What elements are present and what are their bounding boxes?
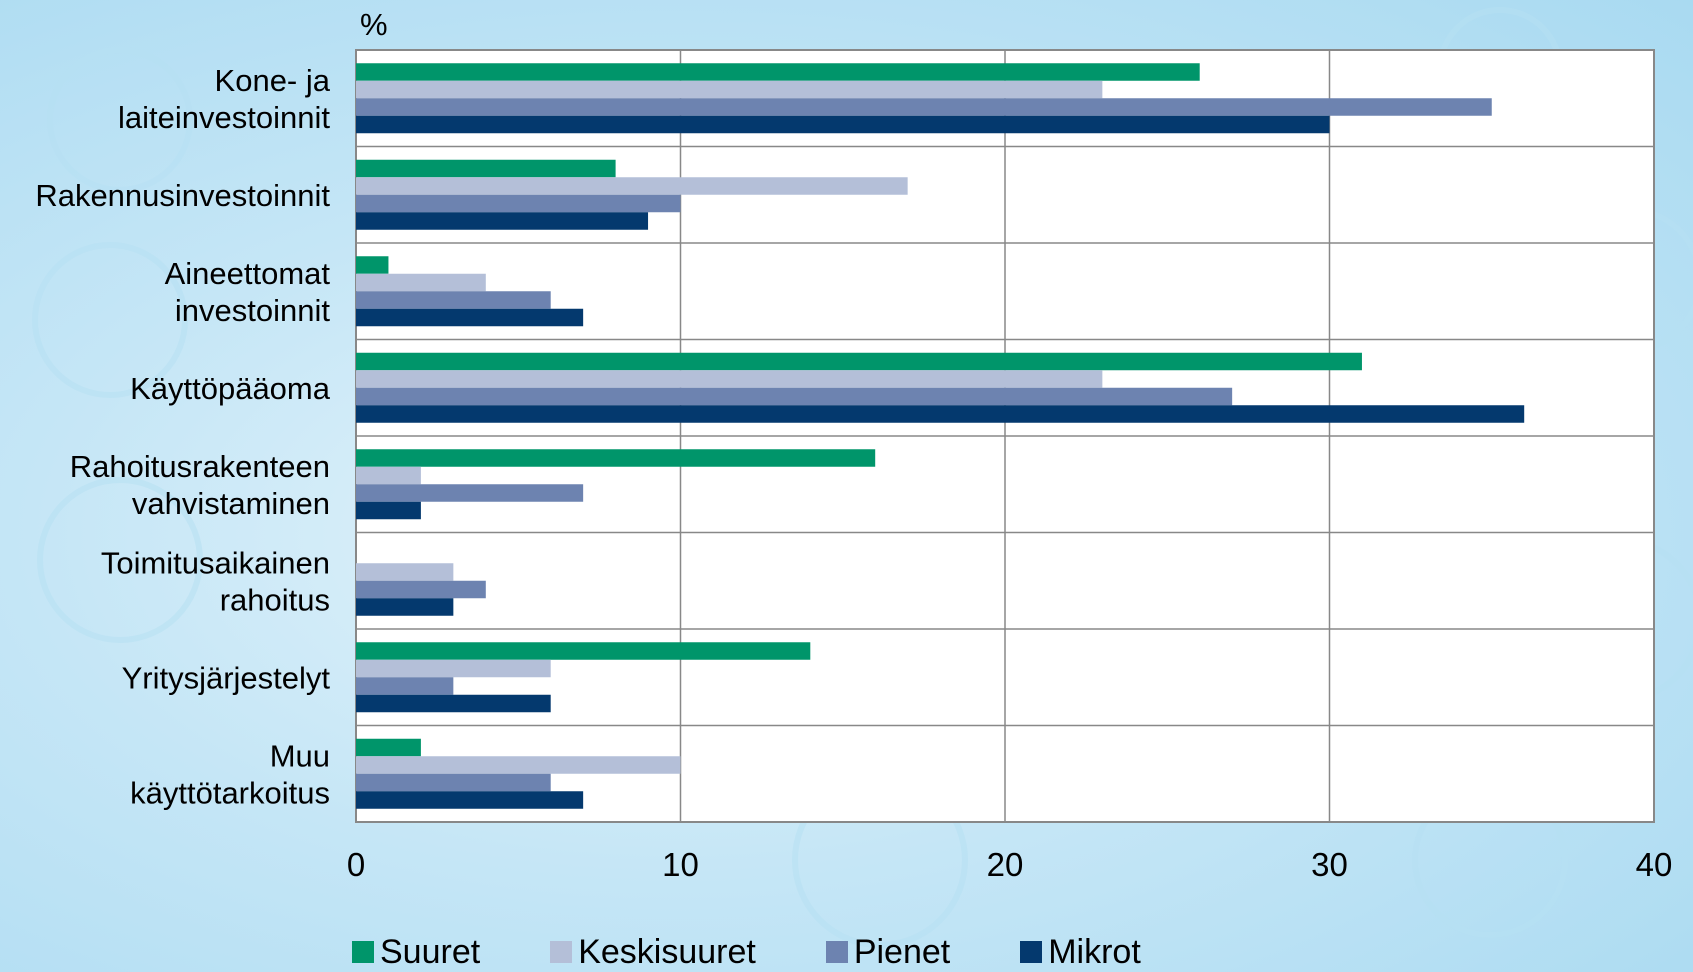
bar-pienet-1 (356, 194, 681, 213)
tick-label-3: 30 (1311, 846, 1348, 883)
bar-suuret-0 (356, 63, 1200, 81)
bar-mikrot-7 (356, 791, 584, 809)
legend-item-suuret: Suuret (352, 933, 480, 971)
legend-label-pienet: Pienet (853, 933, 951, 971)
category-label-2-1: investoinnit (175, 293, 330, 328)
legend: Suuret Keskisuuret Pienet Mikrot (352, 933, 1141, 971)
legend-label-mikrot: Mikrot (1048, 933, 1141, 971)
bar-suuret-4 (356, 449, 876, 467)
tick-label-0: 0 (347, 846, 365, 883)
bar-mikrot-6 (356, 694, 551, 713)
bar-mikrot-0 (356, 115, 1330, 134)
bar-keskisuuret-6 (356, 659, 551, 678)
legend-item-pienet: Pienet (825, 933, 951, 971)
bar-suuret-1 (356, 159, 616, 178)
x-axis-ticks: 0 10 20 30 40 (347, 846, 1673, 883)
bar-mikrot-3 (356, 405, 1525, 423)
category-label-4-1: vahvistaminen (132, 486, 330, 521)
bar-suuret-7 (356, 738, 421, 757)
category-label-5-0: Toimitusaikainen (101, 545, 330, 580)
category-label-0-0: Kone- ja (215, 63, 331, 98)
bar-mikrot-2 (356, 308, 584, 327)
category-label-1-0: Rakennusinvestoinnit (35, 178, 330, 213)
bars (356, 63, 1525, 809)
bar-mikrot-5 (356, 598, 454, 616)
category-label-3-0: Käyttöpääoma (130, 371, 331, 406)
legend-label-keskisuuret: Keskisuuret (578, 933, 756, 971)
bar-suuret-3 (356, 352, 1362, 371)
bar-pienet-6 (356, 677, 454, 695)
bar-pienet-2 (356, 291, 551, 309)
category-label-7-1: käyttötarkoitus (130, 775, 330, 810)
category-label-6-0: Yritysjärjestelyt (122, 660, 331, 695)
tick-label-1: 10 (662, 846, 699, 883)
category-label-0-1: laiteinvestoinnit (118, 100, 330, 135)
bar-pienet-5 (356, 580, 486, 599)
legend-item-mikrot: Mikrot (1020, 933, 1141, 971)
bar-mikrot-1 (356, 212, 649, 230)
bar-keskisuuret-5 (356, 563, 454, 581)
grid (356, 50, 1654, 822)
bar-keskisuuret-2 (356, 273, 486, 292)
legend-swatch-suuret (352, 941, 374, 963)
category-label-5-1: rahoitus (220, 582, 330, 617)
legend-swatch-mikrot (1020, 941, 1043, 963)
legend-item-keskisuuret: Keskisuuret (550, 933, 756, 971)
bar-keskisuuret-4 (356, 466, 421, 485)
bar-keskisuuret-1 (356, 177, 908, 195)
bar-pienet-0 (356, 98, 1492, 116)
bar-pienet-4 (356, 484, 584, 502)
bar-keskisuuret-0 (356, 80, 1103, 99)
tick-label-4: 40 (1636, 846, 1673, 883)
bar-pienet-7 (356, 773, 551, 792)
category-label-4-0: Rahoitusrakenteen (70, 449, 330, 484)
bar-keskisuuret-7 (356, 756, 681, 774)
unit-label: % (360, 7, 388, 42)
legend-swatch-pienet (825, 941, 848, 963)
legend-swatch-keskisuuret (550, 941, 573, 963)
category-label-2-0: Aineettomat (165, 256, 331, 291)
legend-label-suuret: Suuret (380, 933, 481, 971)
bar-pienet-3 (356, 387, 1233, 406)
bar-mikrot-4 (356, 501, 421, 520)
bar-keskisuuret-3 (356, 370, 1103, 388)
bar-suuret-6 (356, 642, 811, 660)
bar-suuret-2 (356, 256, 389, 274)
category-label-7-0: Muu (270, 738, 330, 773)
tick-label-2: 20 (987, 846, 1024, 883)
